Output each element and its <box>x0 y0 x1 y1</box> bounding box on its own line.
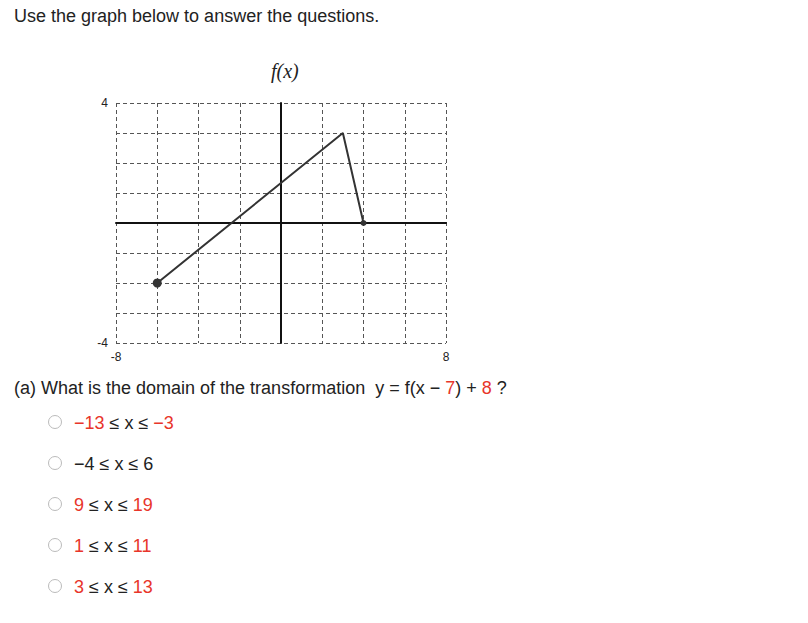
svg-text:-4: -4 <box>97 336 108 350</box>
svg-text:4: 4 <box>101 96 108 110</box>
html-text:3 ≤ x ≤ 13: 3 ≤ x ≤ 13 <box>74 577 153 597</box>
html-text:−13 ≤ x ≤ −3: −13 ≤ x ≤ −3 <box>74 413 174 433</box>
svg-text:8: 8 <box>443 350 450 364</box>
html-text:(a) What is the domain of the: (a) What is the domain of the transforma… <box>14 378 507 398</box>
html-text:9 ≤ x ≤ 19: 9 ≤ x ≤ 19 <box>74 495 153 515</box>
html-text:1 ≤ x ≤ 11: 1 ≤ x ≤ 11 <box>74 536 152 556</box>
svg-text:-8: -8 <box>111 350 122 364</box>
svg-text:f(x): f(x) <box>271 60 299 83</box>
html-text:Use the graph below to answer: Use the graph below to answer the questi… <box>14 6 380 26</box>
html-text:−4 ≤ x ≤ 6: −4 ≤ x ≤ 6 <box>74 454 154 474</box>
